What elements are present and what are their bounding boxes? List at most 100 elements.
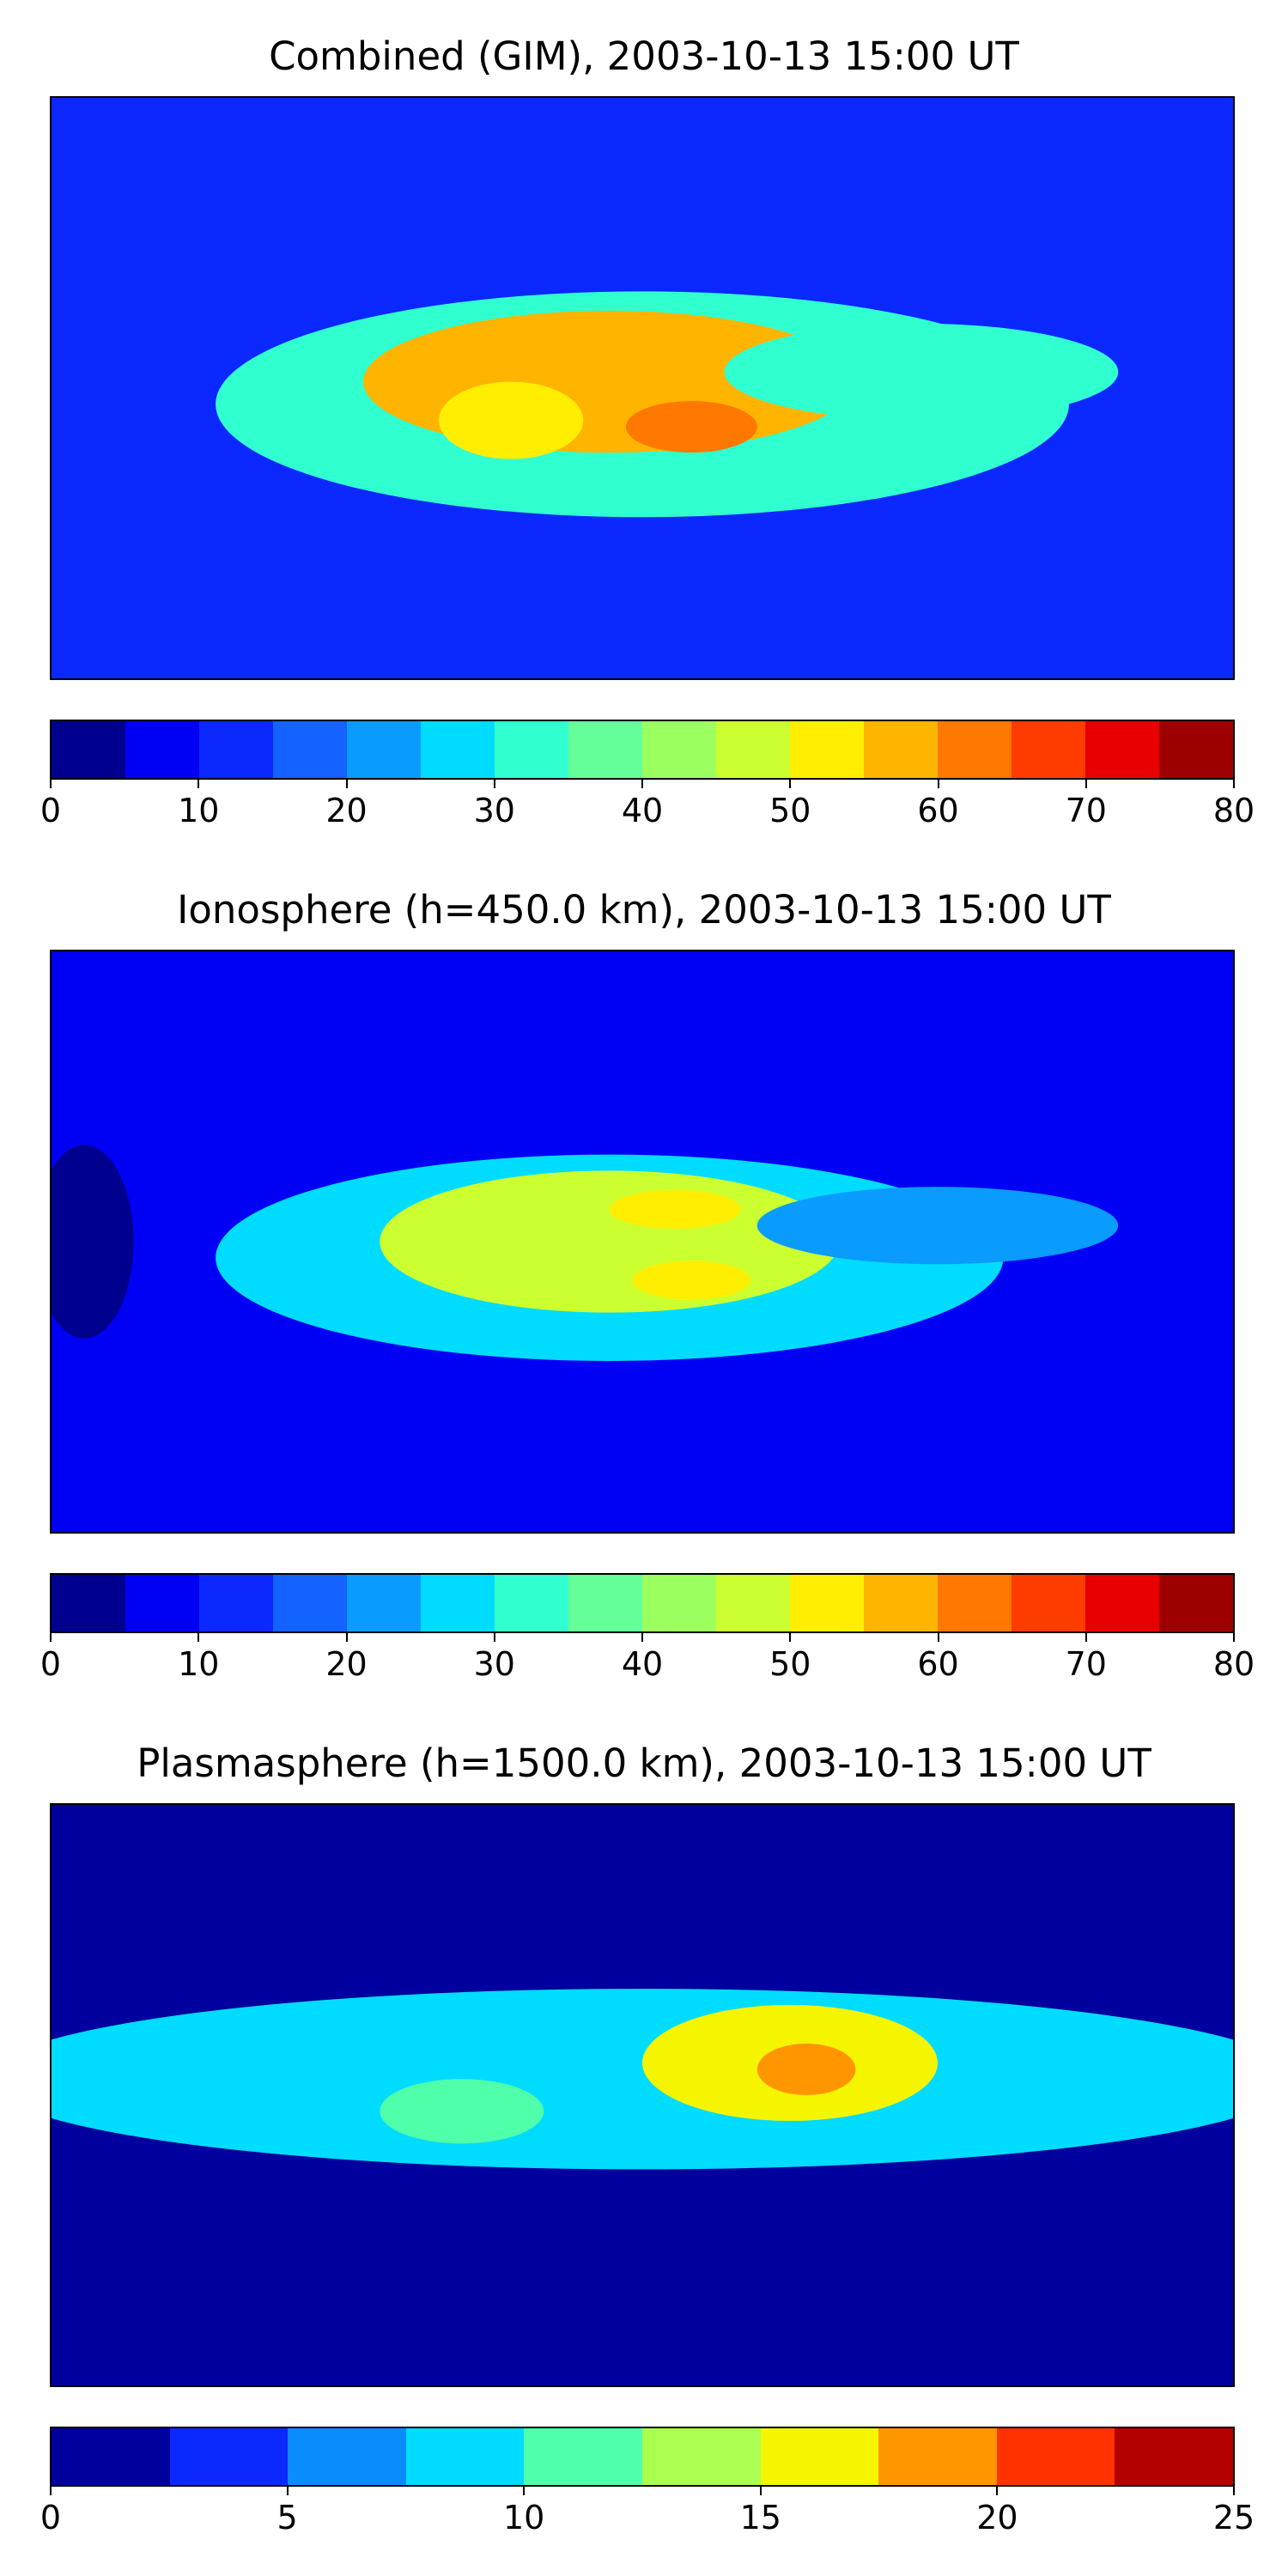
tick-label: 20 — [325, 792, 368, 829]
colorbar-segment — [405, 2428, 525, 2485]
colorbar-segment — [273, 1575, 347, 1631]
colorbar-segment — [864, 1575, 938, 1631]
tick-mark — [493, 1633, 495, 1642]
colorbar-segment — [716, 1575, 790, 1631]
colorbar-segment — [199, 721, 273, 778]
field-feature-pacific-low — [84, 378, 216, 495]
colorbar-segment — [169, 2428, 289, 2485]
tick-mark — [493, 780, 495, 788]
colorbar-ticks-ionosphere: 0 10 20 30 40 50 60 70 80 — [40, 1633, 1255, 1685]
colorbar-segment — [495, 1575, 568, 1631]
colorbar-segment — [568, 721, 642, 778]
tick-label: 60 — [917, 792, 959, 829]
tick-mark — [937, 780, 939, 788]
field-svg-ionosphere — [52, 951, 1233, 1532]
colorbar-segment — [760, 2428, 879, 2485]
colorbar-plasmasphere — [50, 2427, 1235, 2487]
tick-label: 0 — [39, 792, 62, 829]
field-feature-indian-ocean-tongue — [724, 323, 1119, 421]
tick-label: 70 — [1065, 792, 1107, 829]
colorbar-segment — [199, 1575, 273, 1631]
tick-mark — [50, 2487, 52, 2495]
tick-label: 20 — [976, 2499, 1018, 2537]
colorbar-segment — [1115, 2428, 1233, 2485]
colorbar-segment — [125, 721, 199, 778]
colorbar-segment — [52, 1575, 125, 1631]
tick-mark — [197, 780, 200, 788]
chart-title-combined: Combined (GIM), 2003-10-13 15:00 UT — [269, 33, 1019, 79]
tick-label: 25 — [1212, 2499, 1255, 2537]
field-feature-pacific-low — [52, 1145, 134, 1339]
tick-mark — [197, 1633, 200, 1642]
tick-label: 50 — [769, 792, 811, 829]
field-feature-atlantic-peak — [380, 1170, 840, 1313]
colorbar-segment — [347, 1575, 421, 1631]
tick-label: 80 — [1212, 792, 1255, 829]
colorbar-ionosphere — [50, 1573, 1235, 1633]
colorbar-segment — [347, 721, 421, 778]
field-svg-plasmasphere — [52, 1805, 1233, 2385]
tick-label: 30 — [473, 792, 515, 829]
tick-mark — [50, 1633, 52, 1642]
map-combined — [50, 96, 1235, 680]
tick-label: 60 — [917, 1645, 959, 1683]
tick-mark — [789, 1633, 792, 1642]
tick-label: 40 — [621, 1645, 664, 1683]
tick-mark — [641, 1633, 643, 1642]
colorbar-segment — [938, 721, 1012, 778]
colorbar-segment — [790, 1575, 864, 1631]
colorbar-segment — [642, 1575, 716, 1631]
tick-mark — [345, 780, 348, 788]
tick-label: 10 — [178, 1645, 220, 1683]
field-feature-south-america-crest — [439, 381, 584, 459]
tick-mark — [1233, 780, 1235, 788]
tick-mark — [789, 780, 792, 788]
colorbar-segment — [1012, 1575, 1085, 1631]
field-svg-combined — [52, 98, 1233, 678]
tick-label: 10 — [178, 792, 220, 829]
colorbar-segment — [288, 2428, 406, 2485]
tick-mark — [996, 2487, 999, 2495]
colorbar-segment — [273, 721, 347, 778]
colorbar-segment — [52, 721, 125, 778]
tick-label: 80 — [1212, 1645, 1255, 1683]
colorbar-segment — [1159, 721, 1233, 778]
colorbar-segment — [1012, 721, 1085, 778]
field-feature-north-crest — [609, 1189, 741, 1229]
field-feature-horn-of-africa-max — [756, 2043, 856, 2095]
map-ionosphere — [50, 950, 1235, 1534]
colorbar-segment — [52, 2428, 170, 2485]
tick-label: 15 — [739, 2499, 781, 2537]
colorbar-segment — [421, 721, 495, 778]
colorbar-segment — [125, 1575, 199, 1631]
colorbar-ticks-combined: 0 10 20 30 40 50 60 70 80 — [40, 780, 1255, 831]
colorbar-segment — [568, 1575, 642, 1631]
colorbar-segment — [1085, 721, 1159, 778]
tick-mark — [50, 780, 52, 788]
field-feature-indian-ocean-tongue — [756, 1187, 1119, 1265]
tick-mark — [759, 2487, 762, 2495]
map-plasmasphere — [50, 1803, 1235, 2387]
tick-label: 40 — [621, 792, 664, 829]
tick-label: 10 — [503, 2499, 545, 2537]
tick-label: 20 — [325, 1645, 368, 1683]
tick-label: 5 — [276, 2499, 298, 2537]
chart-title-ionosphere: Ionosphere (h=450.0 km), 2003-10-13 15:0… — [177, 887, 1111, 933]
tick-label: 0 — [39, 1645, 62, 1683]
tick-label: 0 — [39, 2499, 62, 2537]
colorbar-segment — [790, 721, 864, 778]
colorbar-segment — [878, 2428, 997, 2485]
tick-mark — [1233, 1633, 1235, 1642]
colorbar-segment — [524, 2428, 642, 2485]
colorbar-segment — [642, 721, 716, 778]
chart-title-plasmasphere: Plasmasphere (h=1500.0 km), 2003-10-13 1… — [137, 1741, 1151, 1786]
tick-label: 50 — [769, 1645, 811, 1683]
tick-mark — [1084, 1633, 1087, 1642]
tick-label: 30 — [473, 1645, 515, 1683]
tick-label: 70 — [1065, 1645, 1107, 1683]
colorbar-segment — [1159, 1575, 1233, 1631]
field-feature-africa-crest — [625, 401, 757, 453]
colorbar-segment — [1085, 1575, 1159, 1631]
tick-mark — [1233, 2487, 1235, 2495]
tick-mark — [523, 2487, 526, 2495]
